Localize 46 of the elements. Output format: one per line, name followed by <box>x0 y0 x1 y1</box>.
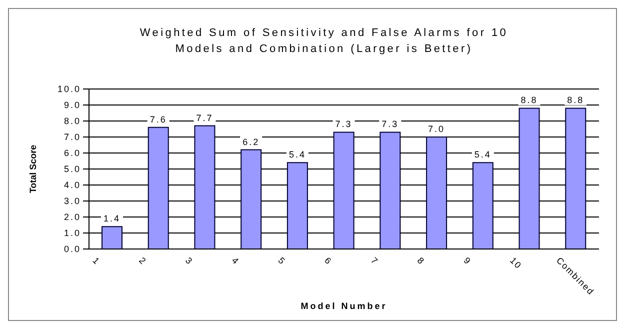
x-tick-label: 4 <box>230 255 242 267</box>
bar <box>426 136 448 249</box>
data-label: 1.4 <box>103 214 121 224</box>
data-label: 7.3 <box>335 119 352 130</box>
x-tick-label: 9 <box>462 255 473 267</box>
y-tick-label: 10.0 <box>57 84 81 94</box>
data-label: 7.6 <box>150 114 167 124</box>
bar <box>286 162 308 249</box>
data-label: 5.4 <box>288 150 306 160</box>
data-label: 8.8 <box>567 95 584 106</box>
bar <box>472 162 494 249</box>
x-tick-label: 1 <box>90 255 102 267</box>
bar <box>565 108 586 249</box>
y-tick-label: 7.0 <box>64 132 81 142</box>
y-tick-label: 6.0 <box>64 148 81 158</box>
bar <box>148 126 169 249</box>
x-tick-label: 5 <box>276 255 288 267</box>
x-tick-label: 3 <box>183 255 195 267</box>
bar <box>380 132 401 249</box>
x-tick-label: 6 <box>322 255 334 267</box>
bar <box>333 132 354 249</box>
data-label: 7.3 <box>382 119 399 130</box>
x-tick-label: 10 <box>508 255 524 271</box>
y-tick-label: 0.0 <box>64 244 81 254</box>
y-tick-label: 1.0 <box>64 228 81 238</box>
y-tick-label: 8.0 <box>64 116 81 126</box>
x-tick-label: 2 <box>137 255 148 267</box>
data-label: 7.0 <box>428 124 446 134</box>
data-label: 7.7 <box>196 112 214 123</box>
y-axis-title: Total Score <box>28 144 38 194</box>
y-tick-label: 3.0 <box>64 196 81 206</box>
bar <box>194 125 216 249</box>
data-label: 6.2 <box>242 136 260 147</box>
bar <box>240 149 262 249</box>
y-tick-label: 2.0 <box>64 212 81 222</box>
y-tick-label: 4.0 <box>64 180 81 190</box>
chart-title: Weighted Sum of Sensitivity and False Alarms for 10 Models and Combination (Larger is Better) <box>138 26 510 57</box>
x-tick-label: 8 <box>415 255 427 267</box>
y-tick-label: 5.0 <box>64 164 81 174</box>
bar <box>102 226 122 249</box>
data-label: 8.8 <box>520 95 538 106</box>
y-tick-label: 9.0 <box>64 100 81 110</box>
data-label: 5.4 <box>474 150 492 160</box>
x-axis-title: Model Number <box>300 301 388 311</box>
x-tick-label: 7 <box>368 255 380 267</box>
bar <box>518 108 540 249</box>
